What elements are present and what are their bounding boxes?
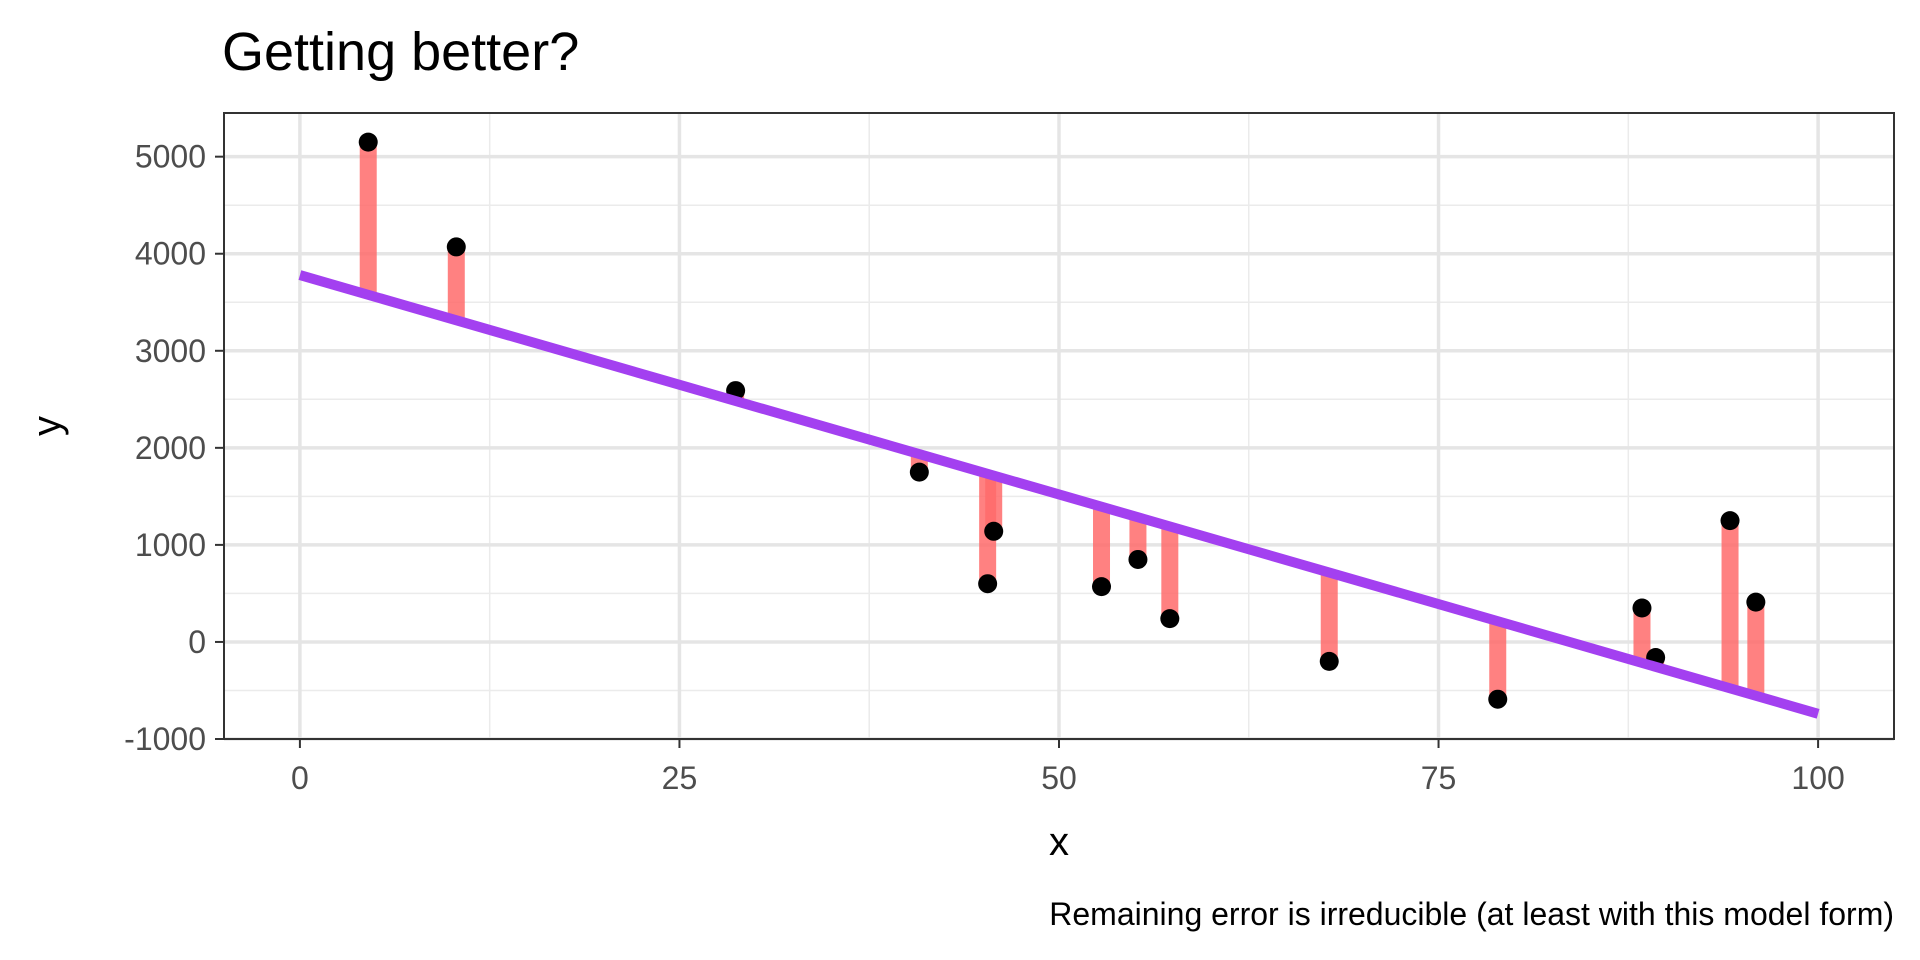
- y-tick-label: 3000: [135, 333, 206, 369]
- y-tick-label: -1000: [124, 721, 206, 757]
- y-tick-label: 1000: [135, 527, 206, 563]
- data-point: [1746, 592, 1766, 612]
- data-point: [358, 132, 378, 152]
- data-point: [446, 237, 466, 257]
- x-tick-label: 0: [291, 760, 309, 796]
- x-tick-label: 50: [1041, 760, 1077, 796]
- x-tick-label: 25: [662, 760, 698, 796]
- data-point: [1488, 689, 1508, 709]
- data-point: [1720, 511, 1740, 531]
- data-point: [1092, 577, 1112, 597]
- y-tick-label: 0: [188, 624, 206, 660]
- y-axis-ticks: -1000 0 1000 2000 3000 4000 5000: [124, 139, 224, 757]
- y-tick-label: 2000: [135, 430, 206, 466]
- data-point: [1128, 549, 1148, 569]
- data-point: [978, 574, 998, 594]
- data-point: [909, 462, 929, 482]
- x-tick-label: 75: [1421, 760, 1457, 796]
- fit-line: [298, 270, 1820, 719]
- x-axis-ticks: 0 25 50 75 100: [291, 739, 1845, 796]
- x-axis-title: x: [1049, 820, 1069, 864]
- chart-title: Getting better?: [222, 22, 579, 82]
- y-tick-label: 5000: [135, 139, 206, 175]
- data-point: [984, 521, 1004, 541]
- x-tick-label: 100: [1791, 760, 1844, 796]
- y-tick-label: 4000: [135, 236, 206, 272]
- data-point: [1319, 651, 1339, 671]
- chart-caption: Remaining error is irreducible (at least…: [1049, 896, 1894, 932]
- data-point: [1160, 609, 1180, 629]
- y-axis-title: y: [25, 416, 69, 436]
- data-point: [1632, 598, 1652, 618]
